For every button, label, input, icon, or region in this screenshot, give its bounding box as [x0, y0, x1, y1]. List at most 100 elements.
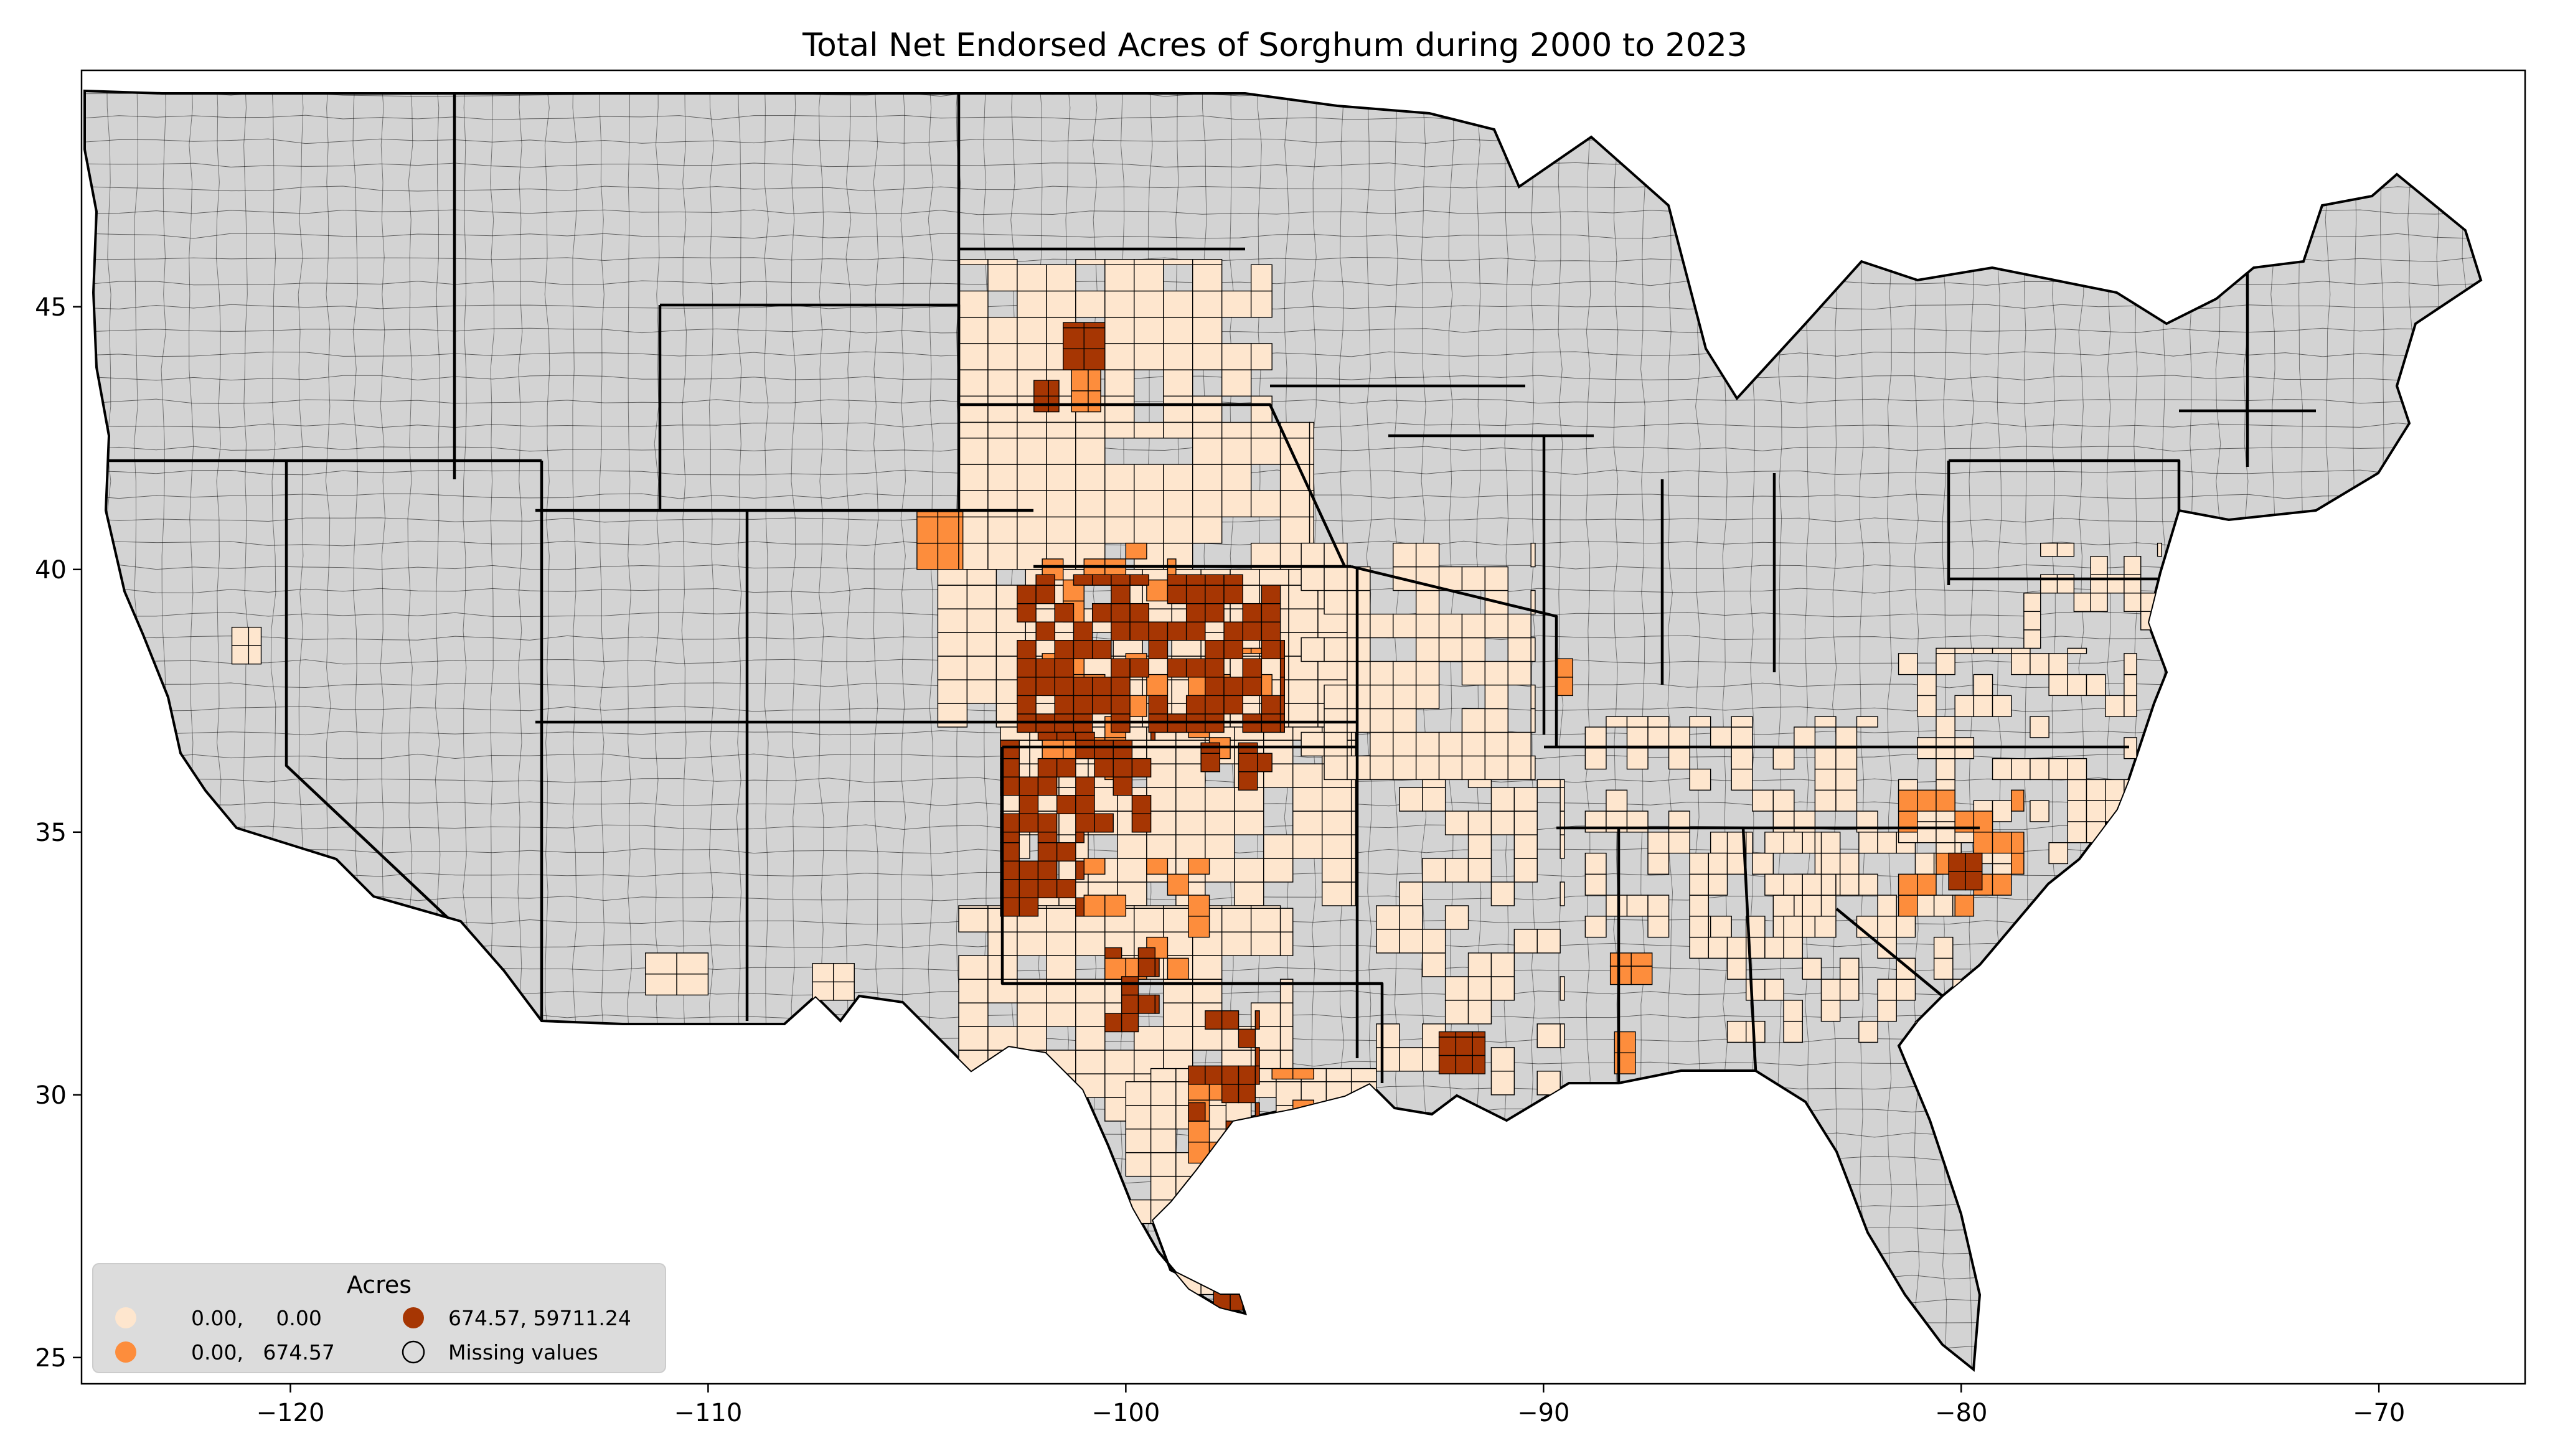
county-high	[1188, 1065, 1206, 1085]
county-low	[1104, 369, 1135, 397]
county-low	[832, 963, 855, 983]
county-low	[1560, 976, 1565, 1001]
county-low	[1513, 834, 1538, 859]
county-high	[1075, 860, 1084, 880]
county-high	[1279, 695, 1286, 715]
county-low	[1046, 464, 1076, 491]
county-low	[1134, 516, 1164, 544]
county-low	[1484, 684, 1508, 710]
county-high	[1056, 758, 1076, 777]
county-low	[1490, 787, 1515, 812]
county-low	[1150, 1128, 1177, 1153]
county-low	[1104, 395, 1135, 423]
county-low	[2073, 593, 2091, 613]
county-low	[1399, 881, 1423, 906]
county-low	[1689, 768, 1711, 791]
county-low	[937, 608, 968, 633]
county-low	[1279, 516, 1310, 544]
county-low	[1075, 931, 1106, 956]
county-low	[1192, 259, 1223, 265]
county-high	[1261, 695, 1281, 715]
county-low	[2040, 542, 2058, 557]
county-low	[958, 464, 989, 491]
county-low	[2048, 674, 2069, 697]
county-low	[1376, 929, 1400, 954]
county-mid	[1104, 957, 1127, 980]
county-high	[1254, 1010, 1260, 1030]
county-low	[1321, 787, 1352, 812]
county-low	[1292, 763, 1323, 788]
county-low	[1017, 1002, 1047, 1027]
county-mid	[1104, 895, 1127, 917]
county-low	[1234, 881, 1264, 906]
county-low	[1914, 852, 1935, 875]
county-low	[1393, 708, 1417, 733]
county-low	[2107, 574, 2125, 594]
county-high	[1054, 640, 1075, 659]
county-low	[1221, 908, 1252, 932]
county-high	[1017, 658, 1037, 678]
county-low	[1017, 931, 1047, 956]
county-low	[1075, 438, 1106, 465]
county-low	[2067, 674, 2087, 697]
county-high	[1056, 842, 1076, 862]
county-low	[1606, 895, 1628, 917]
county-low	[1467, 1000, 1492, 1025]
county-low	[1134, 264, 1164, 292]
county-low	[1584, 916, 1607, 938]
county-low	[1205, 787, 1235, 812]
county-low	[1221, 464, 1252, 491]
county-low	[958, 369, 989, 397]
county-mid	[1083, 858, 1106, 875]
county-low	[1802, 957, 1822, 980]
county-high	[1111, 574, 1131, 586]
county-low	[1325, 1068, 1352, 1083]
county-mid	[1898, 789, 1918, 812]
county-low	[1075, 1050, 1106, 1074]
county-low	[1647, 895, 1670, 917]
county-low	[1752, 789, 1774, 812]
county-low	[2067, 800, 2087, 822]
county-mid	[1167, 873, 1189, 896]
county-high	[1254, 1047, 1260, 1067]
county-low	[1250, 343, 1273, 370]
county-high	[1948, 871, 1966, 891]
county-high	[1279, 677, 1286, 697]
county-low	[1467, 779, 1492, 788]
x-tick-label: −70	[2353, 1399, 2405, 1427]
county-high	[1256, 753, 1273, 773]
county-low	[958, 395, 989, 423]
county-low	[966, 608, 997, 633]
county-low	[1560, 779, 1565, 788]
county-low	[2124, 593, 2142, 613]
county-low	[1484, 660, 1508, 686]
county-mid	[1188, 858, 1210, 875]
county-high	[1073, 574, 1093, 586]
county-high	[1205, 603, 1225, 622]
county-high	[1205, 1065, 1223, 1085]
county-high	[1073, 695, 1093, 715]
county-low	[2067, 779, 2087, 801]
county-low	[987, 369, 1018, 397]
county-low	[1321, 858, 1352, 883]
county-low	[1279, 931, 1294, 956]
county-high	[1279, 640, 1286, 659]
county-high	[1261, 585, 1281, 604]
county-low	[1046, 955, 1076, 980]
county-low	[1279, 490, 1310, 518]
county-high	[1104, 1013, 1122, 1033]
county-low	[2011, 653, 2031, 675]
county-high	[1035, 585, 1055, 604]
county-high	[1037, 731, 1058, 741]
county-low	[1347, 684, 1371, 710]
legend-swatch-high	[403, 1307, 424, 1328]
county-high	[1167, 658, 1187, 678]
county-low	[1560, 834, 1565, 859]
county-low	[1467, 858, 1492, 883]
county-low	[1992, 695, 2012, 717]
county-low	[958, 343, 989, 370]
county-high	[1205, 640, 1225, 659]
county-low	[1399, 1047, 1423, 1072]
county-high	[1037, 842, 1058, 862]
county-low	[1393, 755, 1417, 781]
